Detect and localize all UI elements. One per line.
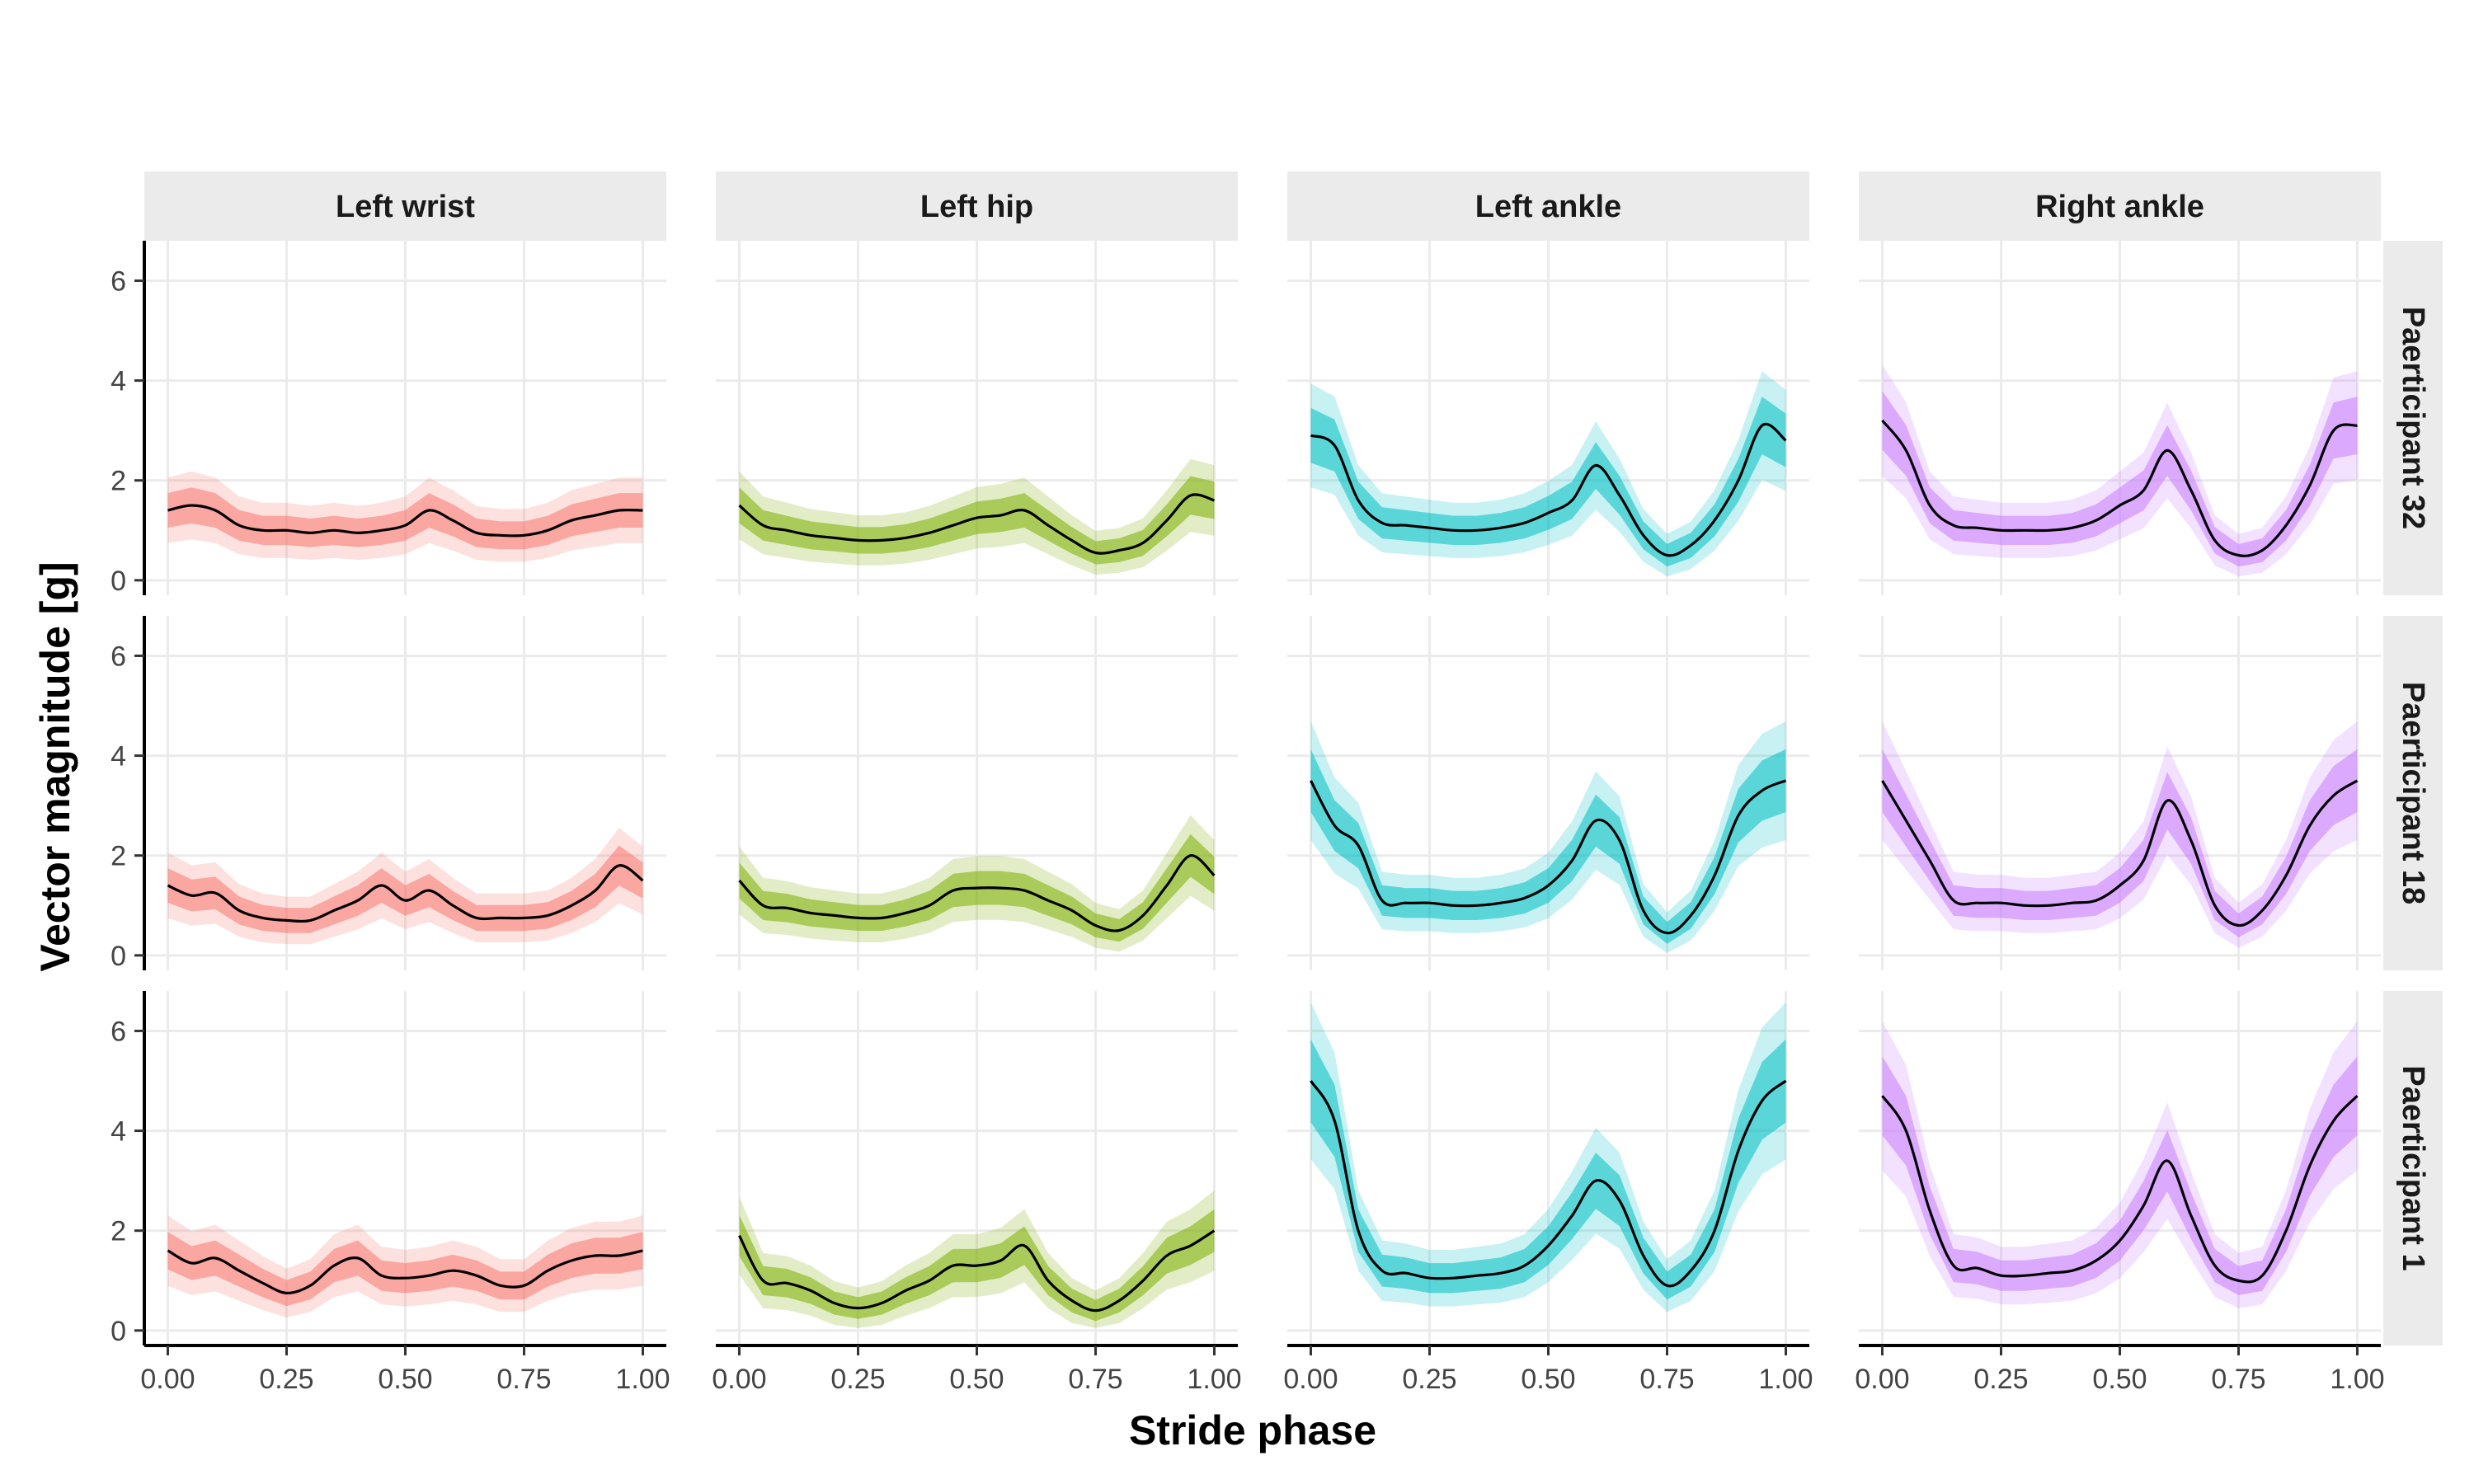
stride-band-inner <box>1310 749 1786 944</box>
x-tick-label: 0.25 <box>1402 1364 1456 1395</box>
mean-curve <box>1881 779 2359 928</box>
x-tick-label: 0.00 <box>1283 1364 1338 1395</box>
y-tick-label: 0 <box>111 1316 126 1347</box>
row-strip-label: Paerticipant 32 <box>2396 307 2430 529</box>
x-tick-label: 0.25 <box>830 1364 885 1395</box>
x-tick-label: 0.00 <box>712 1364 766 1395</box>
y-tick-label: 6 <box>111 265 126 297</box>
column-strip <box>144 171 666 241</box>
column-strip <box>716 171 1238 241</box>
row-strip <box>2383 991 2443 1345</box>
x-tick-label: 0.25 <box>259 1364 313 1395</box>
stride-band-inner <box>1310 397 1786 567</box>
mean-curve <box>1881 1095 2359 1284</box>
column-strip-label: Right ankle <box>2035 190 2204 224</box>
stride-band-inner <box>1882 749 2358 937</box>
mean-curve <box>167 864 644 923</box>
x-tick-label: 0.75 <box>1068 1364 1122 1395</box>
y-tick-label: 2 <box>111 1216 126 1247</box>
x-tick-label: 0.50 <box>2092 1364 2147 1395</box>
column-strip-label: Left hip <box>920 190 1033 224</box>
x-tick-label: 1.00 <box>615 1364 670 1395</box>
y-tick-label: 6 <box>111 1016 126 1047</box>
stride-band-inner <box>167 487 643 550</box>
y-tick-label: 0 <box>111 566 126 597</box>
x-tick-label: 0.75 <box>496 1364 551 1395</box>
y-tick-label: 4 <box>111 366 126 397</box>
mean-curve <box>167 504 643 538</box>
stride-band-inner <box>167 845 643 933</box>
mean-curve <box>1881 419 2358 557</box>
stride-band-inner <box>167 1232 643 1307</box>
column-strip <box>1287 171 1809 241</box>
mean-curve <box>738 1229 1216 1313</box>
panels-layer: Left wrist Left hip Left ankle Right ankle P… <box>111 171 2443 1395</box>
x-tick-label: 1.00 <box>2330 1364 2384 1395</box>
x-tick-label: 0.25 <box>1973 1364 2028 1395</box>
mean-curve <box>1310 1079 1787 1288</box>
y-tick-label: 6 <box>111 641 126 672</box>
stride-band-inner <box>1882 391 2358 567</box>
x-tick-label: 0.50 <box>949 1364 1004 1395</box>
column-strip <box>1859 171 2381 241</box>
x-tick-label: 0.00 <box>140 1364 195 1395</box>
x-tick-label: 0.75 <box>2211 1364 2265 1395</box>
y-axis-title: Vector magnitude [g] <box>32 561 78 971</box>
stride-band-inner <box>1882 1056 2358 1295</box>
y-tick-label: 4 <box>111 1116 126 1148</box>
y-tick-label: 0 <box>111 941 126 972</box>
mean-curve <box>1310 779 1787 935</box>
mean-curve <box>738 493 1215 555</box>
column-strip-label: Left wrist <box>336 190 475 224</box>
y-tick-label: 2 <box>111 841 126 872</box>
row-strip <box>2383 241 2443 595</box>
y-tick-label: 4 <box>111 741 126 773</box>
row-strip <box>2383 616 2443 970</box>
row-strip-label: Paerticipant 1 <box>2396 1065 2430 1270</box>
x-tick-label: 0.50 <box>1521 1364 1575 1395</box>
x-tick-label: 0.75 <box>1639 1364 1694 1395</box>
x-tick-label: 1.00 <box>1187 1364 1241 1395</box>
column-strip-label: Left ankle <box>1475 190 1621 224</box>
x-tick-label: 1.00 <box>1758 1364 1813 1395</box>
x-tick-label: 0.50 <box>378 1364 432 1395</box>
x-tick-label: 0.00 <box>1855 1364 1909 1395</box>
row-strip-label: Paerticipant 18 <box>2396 682 2430 904</box>
y-tick-label: 2 <box>111 466 126 497</box>
mean-curve <box>1310 422 1787 557</box>
mean-curve <box>738 854 1216 932</box>
stride-band-inner <box>739 476 1215 565</box>
x-axis-title: Stride phase <box>1129 1407 1376 1453</box>
mean-curve <box>167 1249 643 1295</box>
